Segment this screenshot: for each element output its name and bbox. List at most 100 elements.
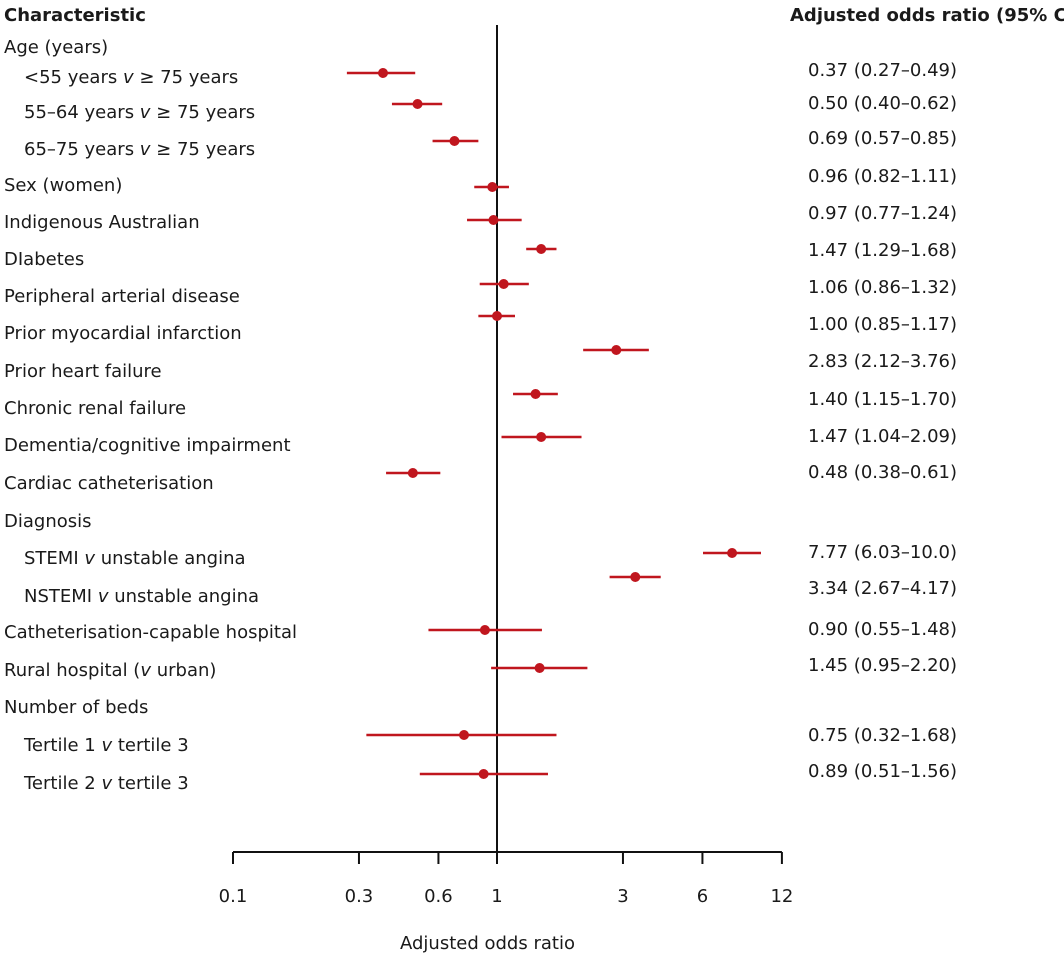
label-part: ≥ 75 years — [150, 139, 256, 160]
x-tick-label: 0.6 — [424, 886, 453, 907]
row-label: STEMI v unstable angina — [24, 548, 246, 570]
label-part: v — [84, 548, 96, 569]
label-part: Prior myocardial infarction — [4, 323, 242, 344]
right-header: Adjusted odds ratio (95% CI) — [790, 5, 1064, 26]
x-tick-label: 12 — [770, 886, 793, 907]
label-part: tertile 3 — [112, 735, 189, 756]
or-value: 1.45 (0.95–2.20) — [808, 655, 958, 676]
point-estimate — [498, 279, 509, 289]
left-header: Characteristic — [4, 5, 146, 26]
x-tick-label: 0.1 — [219, 886, 248, 907]
x-tick-label: 0.3 — [345, 886, 374, 907]
or-value: 0.37 (0.27–0.49) — [808, 60, 958, 81]
label-part: <55 years — [24, 67, 123, 88]
label-part: Number of beds — [4, 697, 149, 718]
point-estimate — [378, 68, 389, 78]
or-value: 0.48 (0.38–0.61) — [808, 462, 958, 483]
or-value: 7.77 (6.03–10.0) — [808, 542, 958, 563]
label-part: NSTEMI — [24, 586, 98, 607]
or-value: 2.83 (2.12–3.76) — [808, 351, 958, 372]
label-part: Prior heart failure — [4, 361, 162, 382]
label-part: v — [122, 67, 134, 88]
or-value: 1.47 (1.04–2.09) — [808, 426, 958, 447]
or-value: 1.06 (0.86–1.32) — [808, 277, 958, 298]
label-part: ≥ 75 years — [150, 102, 256, 123]
x-tick-label: 6 — [697, 886, 708, 907]
row-label: Number of beds — [4, 697, 148, 719]
or-value: 1.47 (1.29–1.68) — [808, 240, 958, 261]
label-part: 65–75 years — [24, 139, 140, 160]
row-label: <55 years v ≥ 75 years — [24, 67, 238, 89]
point-estimate — [530, 389, 541, 399]
or-value: 1.00 (0.85–1.17) — [808, 314, 958, 335]
point-estimate — [492, 311, 502, 321]
label-part: v — [101, 773, 113, 794]
label-part: v — [97, 586, 109, 607]
or-value: 0.75 (0.32–1.68) — [808, 725, 958, 746]
label-part: urban) — [150, 660, 217, 681]
x-axis-label: Adjusted odds ratio — [400, 933, 575, 954]
row-label: Peripheral arterial disease — [4, 286, 240, 308]
or-value: 0.89 (0.51–1.56) — [808, 761, 958, 782]
label-part: DIabetes — [4, 249, 85, 270]
row-label: Rural hospital (v urban) — [4, 660, 216, 682]
row-label: Tertile 1 v tertile 3 — [24, 735, 189, 757]
row-label: Tertile 2 v tertile 3 — [24, 773, 189, 795]
row-label: Dementia/cognitive impairment — [4, 435, 291, 457]
row-label: Chronic renal failure — [4, 398, 186, 420]
label-part: v — [140, 660, 151, 681]
row-label: 55–64 years v ≥ 75 years — [24, 102, 255, 124]
point-estimate — [488, 215, 499, 225]
point-estimate — [479, 625, 490, 635]
label-part: Tertile 1 — [24, 735, 102, 756]
point-estimate — [536, 244, 547, 254]
label-part: unstable angina — [95, 548, 246, 569]
point-estimate — [536, 432, 547, 442]
label-part: Catheterisation-capable hospital — [4, 622, 297, 643]
row-label: Prior heart failure — [4, 361, 162, 383]
row-label: Sex (women) — [4, 175, 122, 197]
point-estimate — [534, 663, 545, 673]
x-tick-label: 3 — [617, 886, 628, 907]
label-part: Chronic renal failure — [4, 398, 187, 419]
point-estimate — [459, 730, 470, 740]
point-estimate — [449, 136, 460, 146]
label-part: Diagnosis — [4, 511, 92, 532]
label-part: unstable angina — [108, 586, 260, 607]
row-label: 65–75 years v ≥ 75 years — [24, 139, 255, 161]
row-label: Indigenous Australian — [4, 212, 200, 234]
label-part: Indigenous Australian — [4, 212, 200, 233]
label-part: Tertile 2 — [24, 773, 102, 794]
point-estimate — [412, 99, 423, 109]
point-estimate — [727, 548, 738, 558]
label-part: Age (years) — [4, 37, 109, 58]
row-label: Cardiac catheterisation — [4, 473, 214, 495]
row-label: Catheterisation-capable hospital — [4, 622, 297, 644]
x-tick-label: 1 — [491, 886, 502, 907]
or-value: 0.96 (0.82–1.11) — [808, 166, 958, 187]
label-part: tertile 3 — [112, 773, 189, 794]
point-estimate — [478, 769, 489, 779]
or-value: 0.69 (0.57–0.85) — [808, 128, 958, 149]
or-value: 1.40 (1.15–1.70) — [808, 389, 958, 410]
or-value: 3.34 (2.67–4.17) — [808, 578, 958, 599]
or-value: 0.97 (0.77–1.24) — [808, 203, 958, 224]
row-label: Age (years) — [4, 37, 108, 59]
or-value: 0.50 (0.40–0.62) — [808, 93, 958, 114]
label-part: STEMI — [24, 548, 85, 569]
row-label: NSTEMI v unstable angina — [24, 586, 259, 608]
label-part: Cardiac catheterisation — [4, 473, 214, 494]
point-estimate — [630, 572, 641, 582]
label-part: Sex (women) — [4, 175, 123, 196]
label-part: ≥ 75 years — [133, 67, 239, 88]
point-estimate — [487, 182, 498, 192]
label-part: Dementia/cognitive impairment — [4, 435, 291, 456]
row-label: Diagnosis — [4, 511, 92, 533]
row-label: Prior myocardial infarction — [4, 323, 242, 345]
label-part: Peripheral arterial disease — [4, 286, 240, 307]
label-part: 55–64 years — [24, 102, 140, 123]
point-estimate — [611, 345, 622, 355]
label-part: v — [139, 139, 151, 160]
label-part: Rural hospital ( — [4, 660, 141, 681]
